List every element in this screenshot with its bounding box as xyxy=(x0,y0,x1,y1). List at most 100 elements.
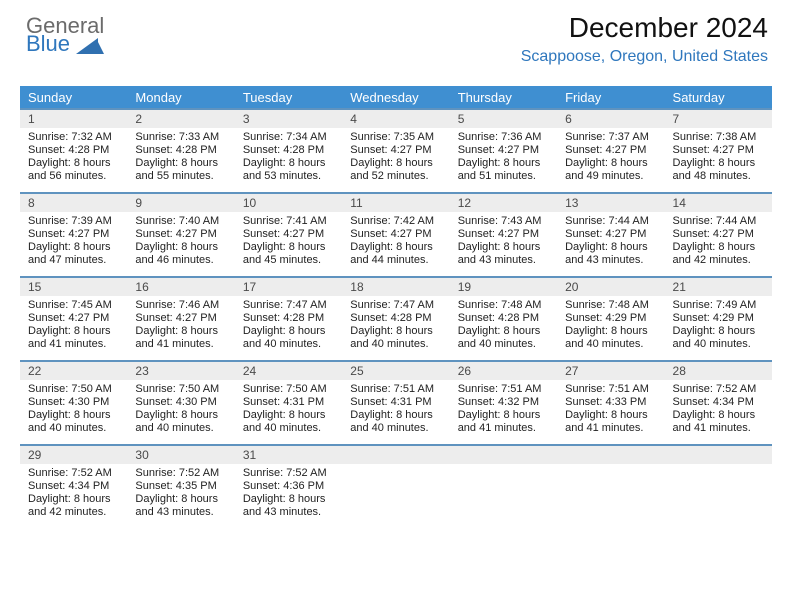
day-body: Sunrise: 7:52 AMSunset: 4:35 PMDaylight:… xyxy=(127,464,234,525)
sunset-line: Sunset: 4:28 PM xyxy=(458,312,551,325)
sunset-line: Sunset: 4:34 PM xyxy=(673,396,766,409)
daylight-line: Daylight: 8 hoursand 52 minutes. xyxy=(350,157,443,183)
day-number: 18 xyxy=(342,276,449,296)
day-body: Sunrise: 7:33 AMSunset: 4:28 PMDaylight:… xyxy=(127,128,234,189)
daylight-line: Daylight: 8 hoursand 41 minutes. xyxy=(458,409,551,435)
sunrise-line: Sunrise: 7:40 AM xyxy=(135,215,228,228)
sunset-line: Sunset: 4:30 PM xyxy=(28,396,121,409)
calendar-day-cell: 30Sunrise: 7:52 AMSunset: 4:35 PMDayligh… xyxy=(127,444,234,528)
calendar-header-cell: Sunday xyxy=(20,86,127,108)
daylight-line: Daylight: 8 hoursand 40 minutes. xyxy=(135,409,228,435)
daylight-line: Daylight: 8 hoursand 53 minutes. xyxy=(243,157,336,183)
sunrise-line: Sunrise: 7:50 AM xyxy=(243,383,336,396)
calendar-header-row: SundayMondayTuesdayWednesdayThursdayFrid… xyxy=(20,86,772,108)
sunset-line: Sunset: 4:27 PM xyxy=(28,228,121,241)
calendar-day-cell xyxy=(342,444,449,528)
daylight-line: Daylight: 8 hoursand 56 minutes. xyxy=(28,157,121,183)
sunset-line: Sunset: 4:31 PM xyxy=(243,396,336,409)
day-body: Sunrise: 7:38 AMSunset: 4:27 PMDaylight:… xyxy=(665,128,772,189)
calendar-day-cell xyxy=(557,444,664,528)
sunset-line: Sunset: 4:29 PM xyxy=(565,312,658,325)
sunrise-line: Sunrise: 7:49 AM xyxy=(673,299,766,312)
sunset-line: Sunset: 4:27 PM xyxy=(458,144,551,157)
sunset-line: Sunset: 4:28 PM xyxy=(243,312,336,325)
calendar-day-cell: 28Sunrise: 7:52 AMSunset: 4:34 PMDayligh… xyxy=(665,360,772,444)
sunrise-line: Sunrise: 7:47 AM xyxy=(350,299,443,312)
daylight-line: Daylight: 8 hoursand 51 minutes. xyxy=(458,157,551,183)
sunset-line: Sunset: 4:28 PM xyxy=(350,312,443,325)
day-number xyxy=(450,444,557,464)
sunrise-line: Sunrise: 7:35 AM xyxy=(350,131,443,144)
day-body: Sunrise: 7:39 AMSunset: 4:27 PMDaylight:… xyxy=(20,212,127,273)
calendar-week: 15Sunrise: 7:45 AMSunset: 4:27 PMDayligh… xyxy=(20,276,772,360)
day-body: Sunrise: 7:52 AMSunset: 4:34 PMDaylight:… xyxy=(20,464,127,525)
sunset-line: Sunset: 4:31 PM xyxy=(350,396,443,409)
sunrise-line: Sunrise: 7:51 AM xyxy=(350,383,443,396)
sunset-line: Sunset: 4:27 PM xyxy=(350,144,443,157)
calendar-day-cell xyxy=(665,444,772,528)
day-number: 28 xyxy=(665,360,772,380)
calendar-day-cell: 26Sunrise: 7:51 AMSunset: 4:32 PMDayligh… xyxy=(450,360,557,444)
daylight-line: Daylight: 8 hoursand 40 minutes. xyxy=(673,325,766,351)
calendar-day-cell: 15Sunrise: 7:45 AMSunset: 4:27 PMDayligh… xyxy=(20,276,127,360)
daylight-line: Daylight: 8 hoursand 41 minutes. xyxy=(673,409,766,435)
calendar-day-cell: 14Sunrise: 7:44 AMSunset: 4:27 PMDayligh… xyxy=(665,192,772,276)
calendar-header-cell: Tuesday xyxy=(235,86,342,108)
calendar-day-cell: 10Sunrise: 7:41 AMSunset: 4:27 PMDayligh… xyxy=(235,192,342,276)
sunrise-line: Sunrise: 7:46 AM xyxy=(135,299,228,312)
day-number: 15 xyxy=(20,276,127,296)
daylight-line: Daylight: 8 hoursand 43 minutes. xyxy=(565,241,658,267)
page-subtitle: Scappoose, Oregon, United States xyxy=(521,48,768,66)
day-number: 6 xyxy=(557,108,664,128)
daylight-line: Daylight: 8 hoursand 42 minutes. xyxy=(28,493,121,519)
calendar-day-cell: 16Sunrise: 7:46 AMSunset: 4:27 PMDayligh… xyxy=(127,276,234,360)
calendar-header-cell: Friday xyxy=(557,86,664,108)
calendar-day-cell: 24Sunrise: 7:50 AMSunset: 4:31 PMDayligh… xyxy=(235,360,342,444)
calendar-day-cell: 7Sunrise: 7:38 AMSunset: 4:27 PMDaylight… xyxy=(665,108,772,192)
day-number: 13 xyxy=(557,192,664,212)
calendar-week: 1Sunrise: 7:32 AMSunset: 4:28 PMDaylight… xyxy=(20,108,772,192)
day-number xyxy=(342,444,449,464)
day-body: Sunrise: 7:43 AMSunset: 4:27 PMDaylight:… xyxy=(450,212,557,273)
day-number: 21 xyxy=(665,276,772,296)
sunrise-line: Sunrise: 7:51 AM xyxy=(458,383,551,396)
calendar-day-cell: 22Sunrise: 7:50 AMSunset: 4:30 PMDayligh… xyxy=(20,360,127,444)
day-body: Sunrise: 7:47 AMSunset: 4:28 PMDaylight:… xyxy=(235,296,342,357)
calendar-day-cell: 25Sunrise: 7:51 AMSunset: 4:31 PMDayligh… xyxy=(342,360,449,444)
day-number: 17 xyxy=(235,276,342,296)
calendar-day-cell: 12Sunrise: 7:43 AMSunset: 4:27 PMDayligh… xyxy=(450,192,557,276)
day-number: 26 xyxy=(450,360,557,380)
day-number: 20 xyxy=(557,276,664,296)
sunset-line: Sunset: 4:27 PM xyxy=(135,228,228,241)
daylight-line: Daylight: 8 hoursand 40 minutes. xyxy=(350,409,443,435)
day-number: 23 xyxy=(127,360,234,380)
day-body: Sunrise: 7:51 AMSunset: 4:33 PMDaylight:… xyxy=(557,380,664,441)
day-body: Sunrise: 7:45 AMSunset: 4:27 PMDaylight:… xyxy=(20,296,127,357)
daylight-line: Daylight: 8 hoursand 40 minutes. xyxy=(458,325,551,351)
day-body: Sunrise: 7:48 AMSunset: 4:29 PMDaylight:… xyxy=(557,296,664,357)
daylight-line: Daylight: 8 hoursand 40 minutes. xyxy=(243,325,336,351)
calendar-header-cell: Monday xyxy=(127,86,234,108)
day-number: 11 xyxy=(342,192,449,212)
day-body: Sunrise: 7:42 AMSunset: 4:27 PMDaylight:… xyxy=(342,212,449,273)
day-number: 30 xyxy=(127,444,234,464)
day-body: Sunrise: 7:49 AMSunset: 4:29 PMDaylight:… xyxy=(665,296,772,357)
logo-triangle-icon xyxy=(76,36,104,54)
day-number: 3 xyxy=(235,108,342,128)
sunset-line: Sunset: 4:27 PM xyxy=(28,312,121,325)
day-number: 8 xyxy=(20,192,127,212)
daylight-line: Daylight: 8 hoursand 40 minutes. xyxy=(565,325,658,351)
calendar-day-cell: 20Sunrise: 7:48 AMSunset: 4:29 PMDayligh… xyxy=(557,276,664,360)
day-body xyxy=(557,464,664,473)
calendar-day-cell: 13Sunrise: 7:44 AMSunset: 4:27 PMDayligh… xyxy=(557,192,664,276)
daylight-line: Daylight: 8 hoursand 43 minutes. xyxy=(243,493,336,519)
day-body: Sunrise: 7:32 AMSunset: 4:28 PMDaylight:… xyxy=(20,128,127,189)
day-body xyxy=(450,464,557,473)
sunset-line: Sunset: 4:27 PM xyxy=(565,144,658,157)
day-body: Sunrise: 7:52 AMSunset: 4:34 PMDaylight:… xyxy=(665,380,772,441)
sunrise-line: Sunrise: 7:51 AM xyxy=(565,383,658,396)
calendar-day-cell: 4Sunrise: 7:35 AMSunset: 4:27 PMDaylight… xyxy=(342,108,449,192)
calendar-week: 29Sunrise: 7:52 AMSunset: 4:34 PMDayligh… xyxy=(20,444,772,528)
day-body: Sunrise: 7:44 AMSunset: 4:27 PMDaylight:… xyxy=(665,212,772,273)
calendar: SundayMondayTuesdayWednesdayThursdayFrid… xyxy=(20,86,772,528)
